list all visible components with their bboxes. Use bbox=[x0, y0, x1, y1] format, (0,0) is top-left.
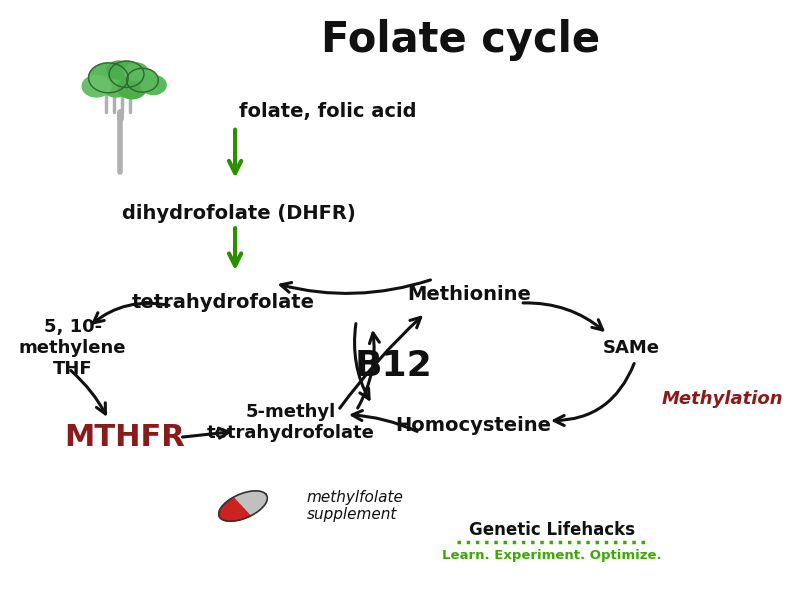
Text: Learn. Experiment. Optimize.: Learn. Experiment. Optimize. bbox=[442, 549, 662, 562]
Circle shape bbox=[141, 76, 166, 95]
Circle shape bbox=[106, 61, 130, 79]
Circle shape bbox=[109, 61, 144, 88]
Polygon shape bbox=[234, 491, 267, 515]
Text: SAMe: SAMe bbox=[602, 339, 660, 357]
Text: 5-methyl
tetrahydrofolate: 5-methyl tetrahydrofolate bbox=[206, 403, 374, 442]
Text: tetrahydrofolate: tetrahydrofolate bbox=[132, 293, 314, 313]
Text: B12: B12 bbox=[354, 349, 433, 383]
Circle shape bbox=[126, 68, 158, 92]
Text: 5, 10-
methylene
THF: 5, 10- methylene THF bbox=[19, 318, 126, 377]
Polygon shape bbox=[218, 497, 252, 521]
Text: MTHFR: MTHFR bbox=[64, 423, 185, 452]
Text: Homocysteine: Homocysteine bbox=[394, 416, 550, 435]
Circle shape bbox=[82, 76, 110, 97]
Text: Methionine: Methionine bbox=[407, 284, 530, 304]
Circle shape bbox=[124, 63, 148, 81]
Text: Genetic Lifehacks: Genetic Lifehacks bbox=[469, 521, 635, 539]
Circle shape bbox=[118, 77, 146, 99]
Text: Folate cycle: Folate cycle bbox=[322, 19, 601, 61]
Text: methylfolate
supplement: methylfolate supplement bbox=[306, 490, 403, 522]
Text: folate, folic acid: folate, folic acid bbox=[239, 103, 417, 121]
Text: Methylation: Methylation bbox=[662, 389, 783, 407]
Text: dihydrofolate (DHFR): dihydrofolate (DHFR) bbox=[122, 204, 356, 223]
Circle shape bbox=[102, 76, 130, 97]
Circle shape bbox=[89, 63, 128, 93]
